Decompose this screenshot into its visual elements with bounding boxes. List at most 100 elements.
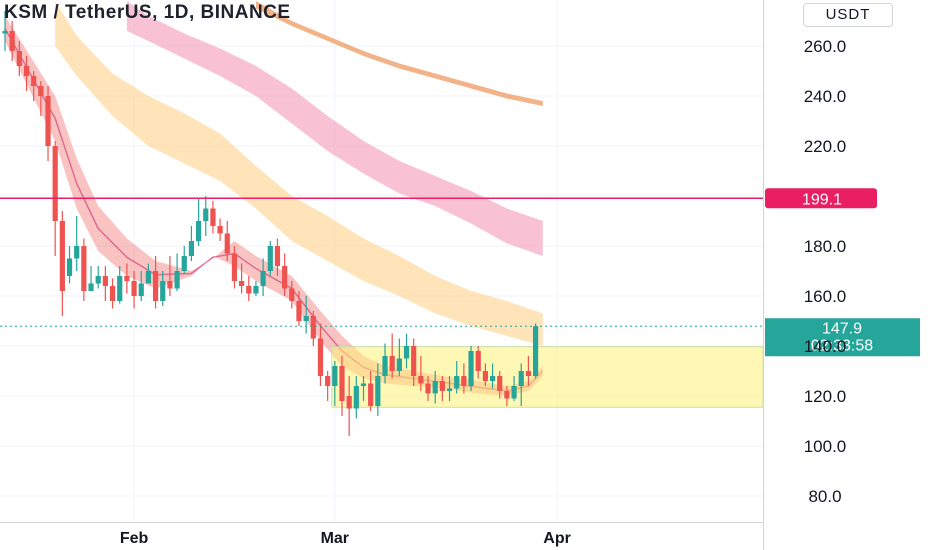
candle[interactable] [131, 271, 137, 309]
candle[interactable] [59, 211, 65, 316]
candle-body [368, 383, 374, 406]
candle[interactable] [23, 56, 30, 91]
y-tick-label: 220.0 [804, 137, 847, 156]
candle[interactable] [439, 376, 445, 401]
candle[interactable] [145, 263, 151, 284]
candle[interactable] [174, 253, 180, 292]
candle[interactable] [152, 256, 159, 309]
candle[interactable] [368, 371, 374, 411]
candle[interactable] [396, 338, 402, 377]
candle-body [124, 276, 130, 281]
candle-body [439, 381, 445, 391]
candle[interactable] [325, 371, 331, 401]
candle[interactable] [425, 376, 431, 401]
candle[interactable] [45, 86, 51, 161]
candle[interactable] [2, 11, 8, 51]
candle[interactable] [382, 343, 388, 384]
candle-body [239, 281, 245, 286]
candle-body [246, 286, 252, 294]
candle[interactable] [253, 281, 259, 296]
candle[interactable] [102, 266, 108, 301]
candle[interactable] [468, 346, 474, 391]
candle[interactable] [403, 333, 410, 369]
candle[interactable] [432, 371, 438, 404]
candle[interactable] [389, 333, 395, 379]
candle[interactable] [482, 363, 488, 387]
candle[interactable] [181, 246, 187, 274]
candle[interactable] [210, 201, 216, 234]
candle[interactable] [31, 71, 37, 101]
candle[interactable] [339, 356, 345, 416]
candle[interactable] [532, 323, 539, 379]
candlesticks[interactable] [2, 11, 539, 436]
candle[interactable] [525, 356, 532, 386]
candle[interactable] [461, 363, 467, 394]
candle-body [418, 376, 424, 384]
candle-body [403, 346, 410, 359]
candle-body [160, 281, 166, 301]
candle[interactable] [489, 363, 496, 389]
candle[interactable] [504, 386, 510, 406]
candle[interactable] [38, 81, 44, 116]
candle[interactable] [346, 376, 352, 436]
candle[interactable] [317, 323, 324, 387]
candle[interactable] [217, 218, 223, 242]
candle[interactable] [310, 311, 316, 346]
candle-body [16, 51, 22, 66]
candle[interactable] [117, 266, 123, 304]
candle[interactable] [411, 338, 417, 387]
candle[interactable] [81, 238, 87, 302]
candle[interactable] [95, 266, 101, 289]
candle[interactable] [454, 361, 460, 394]
candle[interactable] [246, 276, 252, 301]
y-tick-label: 160.0 [804, 287, 847, 306]
candle[interactable] [16, 41, 22, 76]
candle[interactable] [296, 291, 302, 326]
candle-body [174, 271, 180, 289]
candle[interactable] [203, 196, 209, 236]
candle[interactable] [88, 266, 94, 291]
candle[interactable] [138, 271, 144, 301]
candle[interactable] [353, 376, 359, 419]
candle-body [167, 281, 173, 289]
candle[interactable] [332, 361, 338, 406]
candle[interactable] [260, 258, 266, 297]
last-price-label: 147.9 [822, 320, 862, 337]
candle[interactable] [282, 253, 288, 297]
candle[interactable] [418, 356, 424, 391]
candle[interactable] [274, 238, 281, 277]
currency-button[interactable]: USDT [803, 3, 893, 27]
candle[interactable] [124, 263, 130, 294]
candle-body [432, 381, 438, 394]
candle[interactable] [497, 371, 503, 399]
candle-body [66, 258, 73, 276]
candle[interactable] [289, 281, 295, 309]
x-tick-label: Feb [120, 530, 149, 547]
candle[interactable] [167, 256, 173, 296]
candle[interactable] [475, 346, 481, 379]
y-tick-label: 80.0 [808, 487, 841, 506]
candle[interactable] [511, 376, 517, 401]
candle[interactable] [231, 246, 238, 289]
candle[interactable] [195, 198, 202, 247]
candle-body [81, 246, 87, 291]
candle[interactable] [360, 376, 367, 401]
candle-body [74, 246, 80, 259]
candle[interactable] [160, 271, 166, 306]
candle[interactable] [109, 278, 116, 309]
candle[interactable] [74, 216, 80, 271]
candle[interactable] [303, 296, 309, 334]
candle[interactable] [224, 221, 230, 261]
candle-body [504, 391, 510, 399]
candle[interactable] [239, 263, 245, 294]
candle-body [102, 276, 108, 286]
candle[interactable] [66, 246, 73, 284]
candle[interactable] [9, 21, 15, 61]
candle[interactable] [188, 226, 195, 261]
candle[interactable] [518, 363, 524, 407]
candle[interactable] [446, 376, 453, 401]
candle[interactable] [267, 241, 273, 276]
candle[interactable] [375, 363, 381, 417]
candle-body [52, 146, 58, 221]
